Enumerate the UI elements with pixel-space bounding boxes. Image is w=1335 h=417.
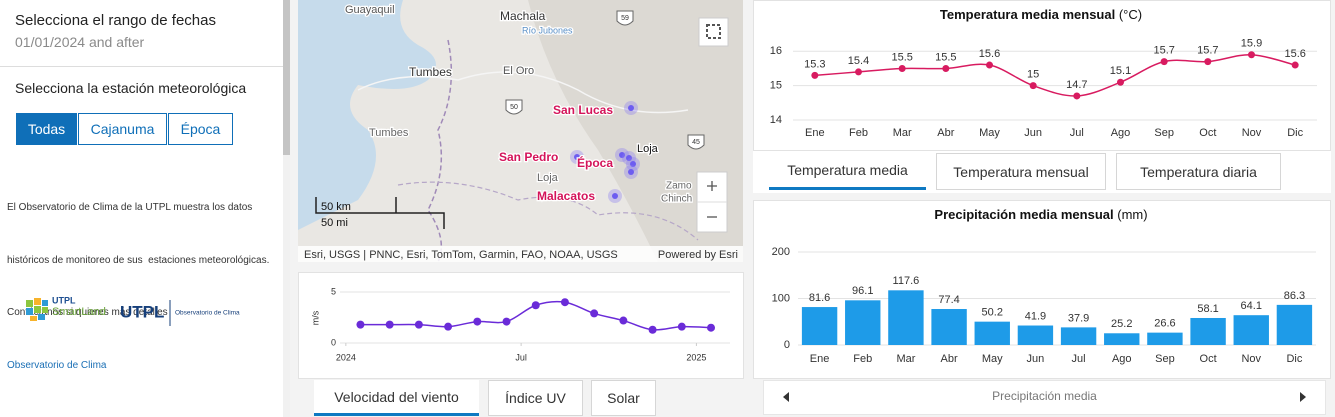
scrollbar[interactable]: [283, 0, 290, 417]
tab[interactable]: Velocidad del viento: [314, 380, 479, 416]
tab[interactable]: Temperatura media: [769, 153, 926, 190]
place-label: Zamo: [666, 181, 692, 192]
station-dot: [574, 154, 580, 160]
place-label: Río Jubones: [522, 25, 573, 35]
tab[interactable]: Solar: [591, 380, 656, 416]
mountains: [528, 0, 743, 262]
smartland-icon: [26, 298, 48, 321]
station-dot: [630, 161, 636, 167]
station-label: Malacatos: [537, 189, 595, 203]
scale-bar: [315, 197, 445, 229]
station-heading: Selecciona la estación meteorológica: [15, 80, 247, 96]
station-dot: [628, 169, 634, 175]
station-label: San Lucas: [553, 103, 613, 117]
logo-text: SmartLand: [52, 306, 106, 318]
station-dot: [626, 155, 632, 161]
attribution-bar: [298, 246, 743, 262]
arrow-right[interactable]: [1300, 392, 1306, 402]
place-label: Machala: [500, 9, 546, 23]
precip-footer: Precipitación media: [992, 389, 1097, 403]
link[interactable]: Observatorio de Clima: [7, 359, 107, 371]
place-label: Tumbes: [369, 127, 409, 139]
qr-button: [698, 17, 729, 47]
place-label: Loja: [537, 172, 559, 184]
station-dot: [612, 193, 618, 199]
place-label: El Oro: [503, 65, 534, 77]
divider: [0, 66, 283, 67]
sidebar: Selecciona el rango de fechas 01/01/2024…: [0, 0, 283, 417]
wind-panel: [298, 272, 744, 379]
date-value[interactable]: 01/01/2024 and after: [15, 34, 145, 50]
station-label: San Pedro: [499, 150, 558, 164]
station-button[interactable]: Época: [168, 113, 233, 145]
road-shield: [505, 99, 523, 115]
qr-icon: [706, 24, 721, 39]
description-line: históricos de monitoreo de sus estacione…: [7, 254, 270, 266]
powered-by: Powered by Esri: [658, 249, 738, 261]
zoom-in: [707, 181, 717, 191]
map-overlay: Guayaquil Machala Río Jubones El Oro Tumbes T…: [298, 3, 743, 262]
place-label: Chinch: [661, 194, 692, 205]
logo-text: UTPL: [120, 302, 164, 321]
place-label: Guayaquil: [345, 4, 395, 16]
place-label: Loja: [637, 143, 659, 155]
tab[interactable]: Índice UV: [488, 380, 583, 416]
place-label: Tumbes: [409, 65, 452, 79]
station-dot: [628, 105, 634, 111]
road-shield: [687, 134, 705, 150]
road-number: 50: [510, 104, 518, 111]
road-number: 59: [621, 15, 629, 22]
scale-label: 50 km: [321, 201, 351, 213]
map-base: [298, 0, 743, 262]
road-shield: [616, 10, 634, 26]
scale-label: 50 mi: [321, 217, 348, 229]
tab[interactable]: Temperatura diaria: [1116, 153, 1281, 190]
date-heading: Selecciona el rango de fechas: [15, 12, 216, 29]
map[interactable]: Guayaquil Machala Río Jubones El Oro Tumbes T…: [298, 0, 743, 262]
border: [397, 181, 699, 241]
logo-text: Observatorio de Clima: [175, 310, 240, 317]
scroll-thumb[interactable]: [283, 0, 290, 155]
sea: [298, 0, 436, 230]
footer-arrows: [783, 392, 1306, 402]
precipitation-panel: [753, 200, 1331, 379]
road-number: 45: [692, 139, 700, 146]
station-button[interactable]: Cajanuma: [78, 113, 167, 145]
description-line: El Observatorio de Clima de la UTPL mues…: [7, 202, 253, 213]
description: El Observatorio de Clima de la UTPL mues…: [7, 164, 269, 409]
arrow-left[interactable]: [783, 392, 789, 402]
temperature-panel: [753, 0, 1331, 151]
tab[interactable]: Temperatura mensual: [936, 153, 1106, 190]
station-button[interactable]: Todas: [16, 113, 77, 145]
logo-text: UTPL: [52, 295, 76, 305]
logos: UTPL SmartLand UTPL Observatorio de Clim…: [26, 295, 240, 326]
border: [427, 39, 453, 262]
attribution: Esri, USGS | PNNC, Esri, TomTom, Garmin,…: [304, 249, 618, 261]
precip-footer-area: [763, 380, 1326, 415]
station-label: Época: [577, 155, 613, 170]
station-dot: [619, 152, 625, 158]
